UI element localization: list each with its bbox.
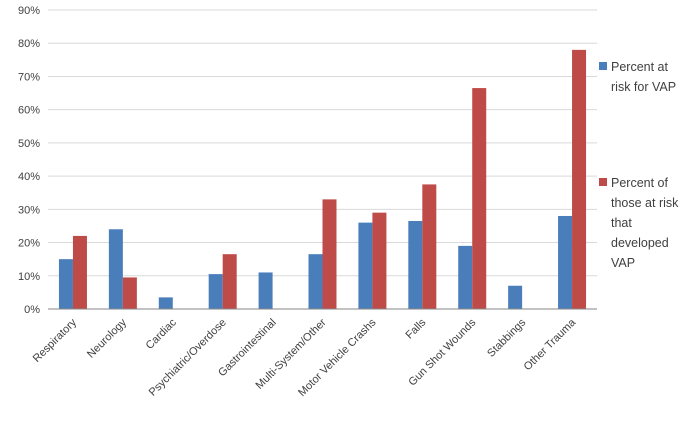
gridlines	[48, 9, 597, 277]
y-tick-label: 20%	[18, 238, 40, 250]
y-tick-label: 40%	[18, 171, 40, 183]
y-tick-label: 50%	[18, 138, 40, 150]
legend-entry-line: those at risk	[611, 196, 679, 210]
y-tick-label: 90%	[18, 5, 40, 17]
bar-series-2	[572, 49, 587, 309]
x-category-label: Other Trauma	[522, 316, 579, 373]
bar-series-2	[72, 235, 87, 309]
y-tick-label: 80%	[18, 38, 40, 50]
legend-marker	[599, 62, 607, 70]
bar-series-1	[258, 272, 273, 309]
x-axis-category-labels: Respiratory Neurology CardiacPsychiatric/O…	[31, 316, 579, 399]
legend-entry-line: Percent of	[611, 176, 669, 190]
bar-series-2	[222, 254, 237, 309]
bar-series-1	[358, 222, 373, 309]
bar-series-1	[58, 259, 73, 309]
x-category-label: Falls	[404, 316, 429, 341]
y-tick-label: 60%	[18, 105, 40, 117]
bar-series-2	[122, 277, 137, 309]
bar-series-1	[208, 274, 223, 309]
y-axis-tick-labels: 0% 10% 20% 30% 40% 50% 60% 70% 80% 90%	[18, 5, 40, 316]
legend-entry-line: that	[611, 216, 632, 230]
legend: Percent at risk for VAP Percent of those at…	[599, 60, 679, 270]
x-category-label: Stabbings	[485, 316, 528, 359]
y-tick-label: 30%	[18, 204, 40, 216]
x-category-label: Neurology	[85, 316, 129, 360]
legend-entry-line: risk for VAP	[611, 80, 676, 94]
legend-entry: Percent at risk for VAP	[611, 60, 676, 94]
legend-entry-line: Percent at	[611, 60, 669, 74]
y-tick-label: 0%	[24, 304, 40, 316]
y-tick-label: 70%	[18, 71, 40, 83]
bars	[58, 49, 587, 309]
bar-series-1	[308, 254, 323, 309]
bar-series-2	[372, 212, 387, 309]
legend-marker	[599, 178, 607, 186]
bar-series-1	[458, 245, 473, 309]
y-tick-label: 10%	[18, 271, 40, 283]
bar-series-1	[558, 215, 573, 309]
legend-entry-line: developed	[611, 236, 669, 250]
bar-series-2	[322, 199, 337, 309]
legend-entry: Percent of those at risk that developed VAP	[611, 176, 679, 270]
bar-series-2	[472, 88, 487, 309]
bar-series-2	[422, 184, 437, 309]
bar-series-1	[408, 220, 423, 309]
legend-entry-line: VAP	[611, 256, 635, 270]
bar-series-1	[108, 229, 123, 309]
x-category-label: Cardiac	[144, 316, 180, 352]
x-category-label: Respiratory	[31, 316, 80, 365]
bar-series-1	[158, 297, 173, 309]
bar-series-1	[508, 285, 523, 309]
